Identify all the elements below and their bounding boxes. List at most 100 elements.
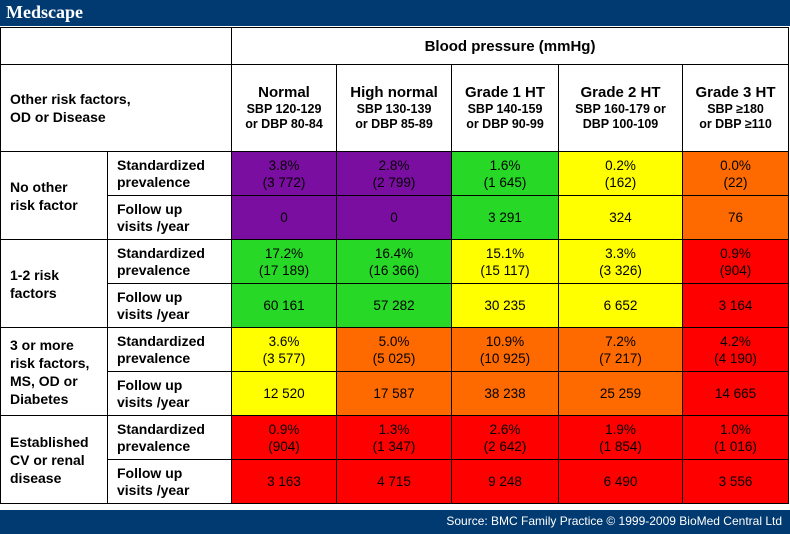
prevalence-cell: 4.2% (4 190) [681,327,790,372]
prevalence-percent: 1.0% [720,421,751,437]
risk-factor-header-line: Other risk factors, [10,91,131,107]
blood-pressure-table: Blood pressure (mmHg) Other risk factors… [0,27,790,504]
prevalence-cell: 5.0% (5 025) [336,327,452,372]
top-bar: Medscape [0,0,790,26]
prevalence-cell: 0.0% (22) [681,151,790,196]
column-header-range: SBP 160-179 or [575,102,666,116]
prevalence-percent: 0.2% [605,157,636,173]
table-row: Follow up visits /year 12 520 17 587 38 238 2… [1,371,790,416]
visits-cell: 6 490 [558,459,683,504]
column-header-range: or DBP 90-99 [466,117,544,131]
table-row: Follow up visits /year 0 0 3 291 324 76 [1,195,790,240]
table-sheet: Blood pressure (mmHg) Other risk factors… [0,26,790,510]
visits-value: 3 163 [267,474,301,489]
row-label-line: prevalence [117,437,191,454]
row-label-line: Standardized [117,332,205,349]
table-row: No other risk factor Standardized prevalenc… [0,151,790,240]
prevalence-percent: 10.9% [485,333,525,349]
visits-cell: 17 587 [336,371,452,416]
visits-cell: 4 715 [336,459,452,504]
row-label-line: Follow up [117,288,183,305]
prevalence-count: (1 645) [483,174,527,190]
visits-cell: 0 [231,195,337,240]
visits-value: 14 665 [714,386,757,401]
prevalence-label: Standardized prevalence [107,239,232,284]
prevalence-percent: 7.2% [605,333,636,349]
column-header: Grade 3 HT SBP ≥180 or DBP ≥110 [681,64,790,152]
visits-value: 12 520 [263,386,305,401]
prevalence-count: (5 025) [372,350,416,366]
column-header-name: Grade 2 HT [580,84,661,101]
prevalence-percent: 17.2% [264,245,304,261]
row-label-line: Follow up [117,464,183,481]
prevalence-cell: 0.2% (162) [558,151,683,196]
prevalence-count: (16 366) [368,262,420,278]
risk-group-label-line: 3 or more [10,336,74,353]
prevalence-percent: 0.9% [268,421,300,437]
column-header-range: SBP 130-139 [356,102,432,116]
prevalence-cell: 17.2% (17 189) [231,239,337,284]
column-header-range: SBP 140-159 [467,102,543,116]
column-header-name: Grade 1 HT [464,84,546,101]
prevalence-count: (3 772) [262,174,306,190]
prevalence-count: (1 016) [714,438,757,454]
visits-cell: 3 163 [231,459,337,504]
visits-value: 0 [280,210,288,225]
risk-group-label-line: MS, OD or [10,372,78,389]
prevalence-label: Standardized prevalence [107,151,232,196]
table-row: 3 or more risk factors, MS, OD or Diabetes S… [0,327,790,416]
prevalence-cell: 10.9% (10 925) [451,327,559,372]
prevalence-cell: 0.9% (904) [231,415,337,460]
column-header-range: or DBP ≥110 [699,117,772,131]
prevalence-cell: 3.8% (3 772) [231,151,337,196]
prevalence-percent: 3.6% [268,333,300,349]
row-label-line: Follow up [117,376,183,393]
risk-group-label-line: disease [10,469,62,486]
visits-cell: 12 520 [231,371,337,416]
prevalence-count: (1 347) [372,438,416,454]
prevalence-percent: 3.3% [605,245,636,261]
row-label-line: Standardized [117,244,205,261]
visits-cell: 0 [336,195,452,240]
row-label-line: prevalence [117,261,191,278]
visits-cell: 9 248 [451,459,559,504]
visits-cell: 3 164 [681,283,790,328]
column-header-range: or DBP 80-84 [245,117,323,131]
prevalence-percent: 15.1% [485,245,525,261]
prevalence-percent: 2.6% [489,421,521,437]
row-label-line: visits /year [117,481,190,498]
table-row: Follow up visits /year 3 163 4 715 9 248 6 49… [1,459,790,504]
visits-value: 57 282 [373,298,415,313]
risk-group-label-line: risk factors, [10,354,90,371]
visits-value: 0 [390,210,398,225]
row-label-line: Follow up [117,200,183,217]
column-header-range: SBP 120-129 [246,102,322,116]
source-footer: Source: BMC Family Practice © 1999-2009 … [446,514,782,528]
prevalence-cell: 15.1% (15 117) [451,239,559,284]
column-header-range: DBP 100-109 [582,117,659,131]
prevalence-percent: 1.9% [605,421,636,437]
visits-value: 324 [609,210,632,225]
visits-value: 17 587 [373,386,415,401]
prevalence-count: (904) [268,438,300,454]
prevalence-cell: 16.4% (16 366) [336,239,452,284]
medscape-logo[interactable]: Medscape [6,2,83,22]
visits-value: 30 235 [484,298,526,313]
visits-value: 38 238 [484,386,526,401]
visits-cell: 6 652 [558,283,683,328]
prevalence-cell: 1.0% (1 016) [681,415,790,460]
visits-cell: 60 161 [231,283,337,328]
prevalence-percent: 0.0% [720,157,751,173]
prevalence-percent: 2.8% [378,157,410,173]
prevalence-percent: 4.2% [720,333,751,349]
visits-value: 3 164 [718,298,753,313]
prevalence-cell: 0.9% (904) [681,239,790,284]
prevalence-percent: 16.4% [374,245,414,261]
visits-value: 9 248 [488,474,522,489]
risk-group-label-line: risk factor [10,196,78,213]
prevalence-count: (3 326) [599,262,642,278]
prevalence-count: (17 189) [258,262,310,278]
column-header-name: Grade 3 HT [695,84,776,101]
prevalence-count: (904) [719,262,752,278]
column-header-range: SBP ≥180 [707,102,764,116]
